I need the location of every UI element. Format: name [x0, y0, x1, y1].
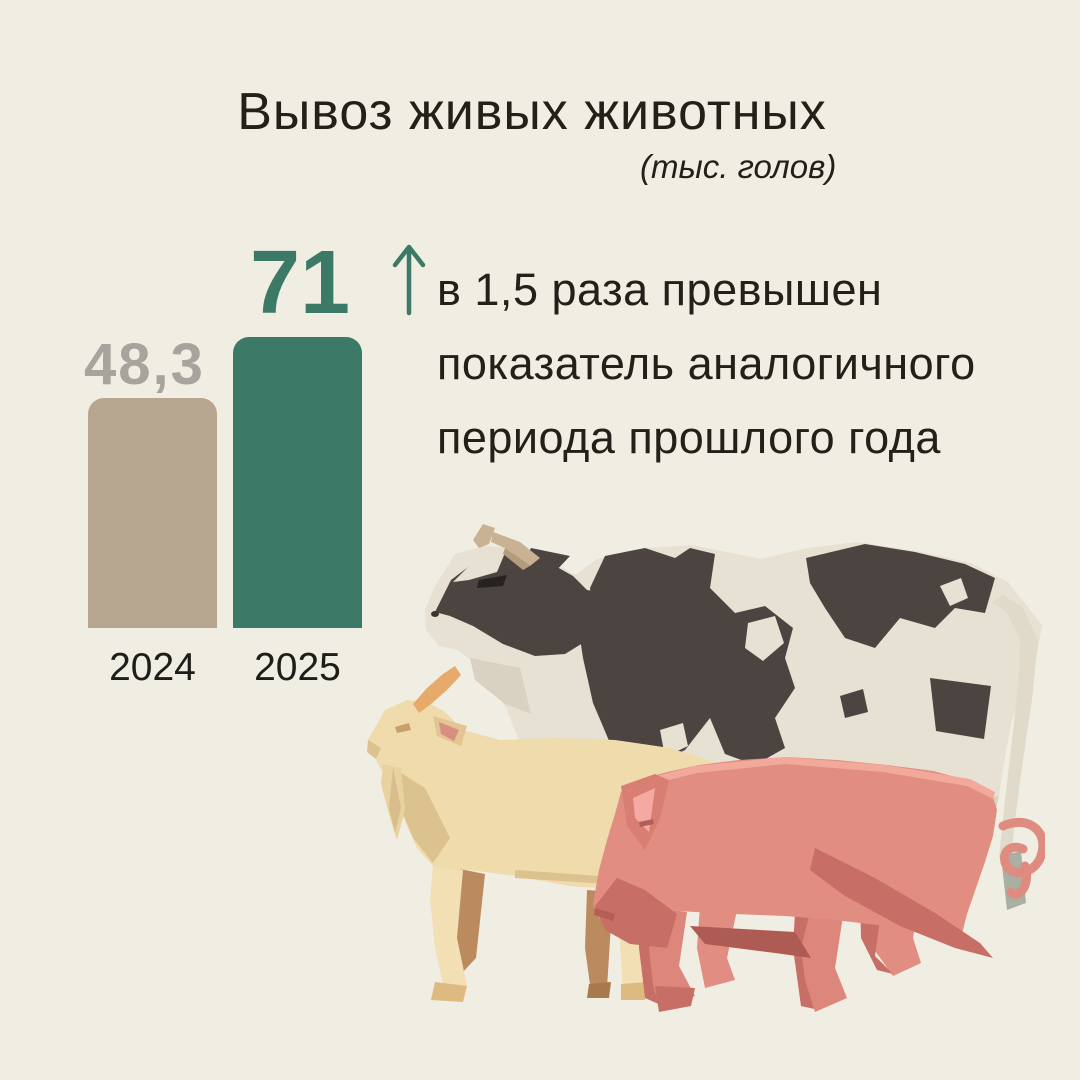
up-arrow-icon: [390, 240, 428, 321]
annotation-text: в 1,5 раза превышен показатель аналогичн…: [437, 253, 1047, 475]
annotation-line-1: в 1,5 раза превышен: [437, 264, 883, 315]
axis-label-2024: 2024: [109, 646, 196, 689]
page-title: Вывоз живых животных: [237, 83, 827, 141]
value-label-2025: 71: [250, 233, 351, 333]
cow-illustration: [425, 524, 1042, 910]
pig-illustration: [593, 757, 1048, 1012]
bar-2025: [233, 337, 362, 628]
bar-2024: [88, 398, 217, 628]
bar-chart: [88, 0, 362, 628]
value-label-2024: 48,3: [84, 332, 205, 397]
annotation-line-3: периода прошлого года: [437, 412, 941, 463]
units-subtitle: (тыс. голов): [640, 148, 837, 185]
annotation-line-2: показатель аналогичного: [437, 338, 976, 389]
axis-label-2025: 2025: [254, 646, 341, 689]
farm-animals-illustration: [355, 518, 1048, 1023]
